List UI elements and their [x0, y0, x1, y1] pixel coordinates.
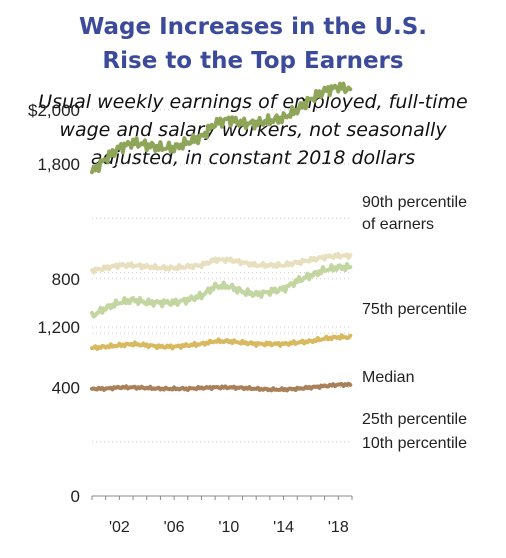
series-label: of earners [362, 216, 434, 233]
series-lines [90, 81, 353, 393]
y-tick-label: $2,000 [28, 101, 80, 120]
y-tick-label: 1,200 [37, 318, 80, 337]
x-tick-label: '06 [164, 519, 185, 536]
series-line [90, 333, 353, 351]
x-tick-label: '14 [273, 519, 294, 536]
subtitle-line-2: wage and salary workers, not seasonally [59, 119, 447, 141]
series-line [90, 251, 353, 275]
series-line [90, 262, 353, 319]
y-tick-label: 0 [71, 487, 80, 506]
series-line [90, 381, 353, 393]
title-line-1: Wage Increases in the U.S. [78, 14, 428, 40]
series-label: Median [362, 369, 414, 386]
y-tick-label: 400 [52, 378, 80, 397]
series-line [90, 81, 353, 175]
series-labels: 90th percentile of earners 75th percentile… [362, 194, 467, 452]
series-label: 90th percentile [362, 194, 467, 211]
x-tick-labels: '02 '06 '10 '14 '18 [91, 496, 353, 536]
title-line-2: Rise to the Top Earners [102, 48, 404, 74]
series-label: 75th percentile [362, 301, 467, 318]
y-tick-label: 800 [52, 270, 80, 289]
subtitle-line-1: Usual weekly earnings of employed, full-… [38, 91, 468, 113]
x-tick-label: '02 [109, 519, 130, 536]
x-tick-label: '18 [328, 519, 349, 536]
chart-title: Wage Increases in the U.S. Rise to the T… [0, 10, 506, 78]
series-label: 10th percentile [362, 435, 467, 452]
series-label: 25th percentile [362, 411, 467, 428]
y-tick-label: 1,800 [37, 155, 80, 174]
y-tick-labels: 0 400 800 1,200 1,800 $2,000 [28, 101, 80, 506]
x-tick-label: '10 [218, 519, 239, 536]
